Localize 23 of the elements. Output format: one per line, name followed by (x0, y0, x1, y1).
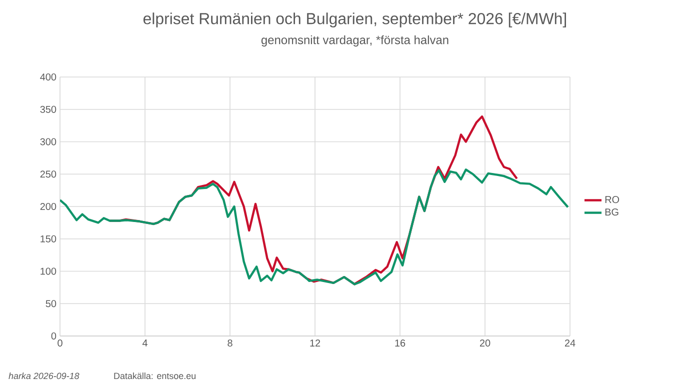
x-tick-label: 0 (58, 340, 62, 347)
x-tick-label: 24 (564, 340, 576, 346)
x-tick-label: 4 (142, 340, 148, 346)
text: harka 2026-09-18 (8, 372, 80, 380)
y-tick-label: 350 (40, 106, 56, 113)
text: Datakälla: entsoe.eu (114, 372, 196, 380)
y-tick-label: 0 (51, 332, 56, 340)
chart-subtitle: genomsnitt vardagar, *första halvan (261, 35, 448, 47)
x-tick-label: 12 (310, 340, 320, 346)
legend-label: BG (605, 208, 618, 216)
chart-title: elpriset Rumänien och Bulgarien, september* 2026 [€/MWh] (143, 12, 566, 28)
y-tick-label: 250 (40, 170, 56, 178)
y-tick-label: 200 (40, 202, 56, 210)
y-tick-label: 400 (40, 73, 56, 81)
x-tick-label: 8 (228, 340, 232, 347)
y-tick-label: 300 (40, 138, 56, 146)
legend-label: RO (605, 196, 620, 204)
x-tick-label: 20 (480, 340, 490, 347)
y-tick-label: 50 (46, 300, 56, 308)
y-tick-label: 150 (40, 235, 56, 242)
x-tick-label: 16 (395, 340, 406, 347)
line-series (60, 168, 569, 286)
y-tick-label: 100 (40, 268, 56, 275)
